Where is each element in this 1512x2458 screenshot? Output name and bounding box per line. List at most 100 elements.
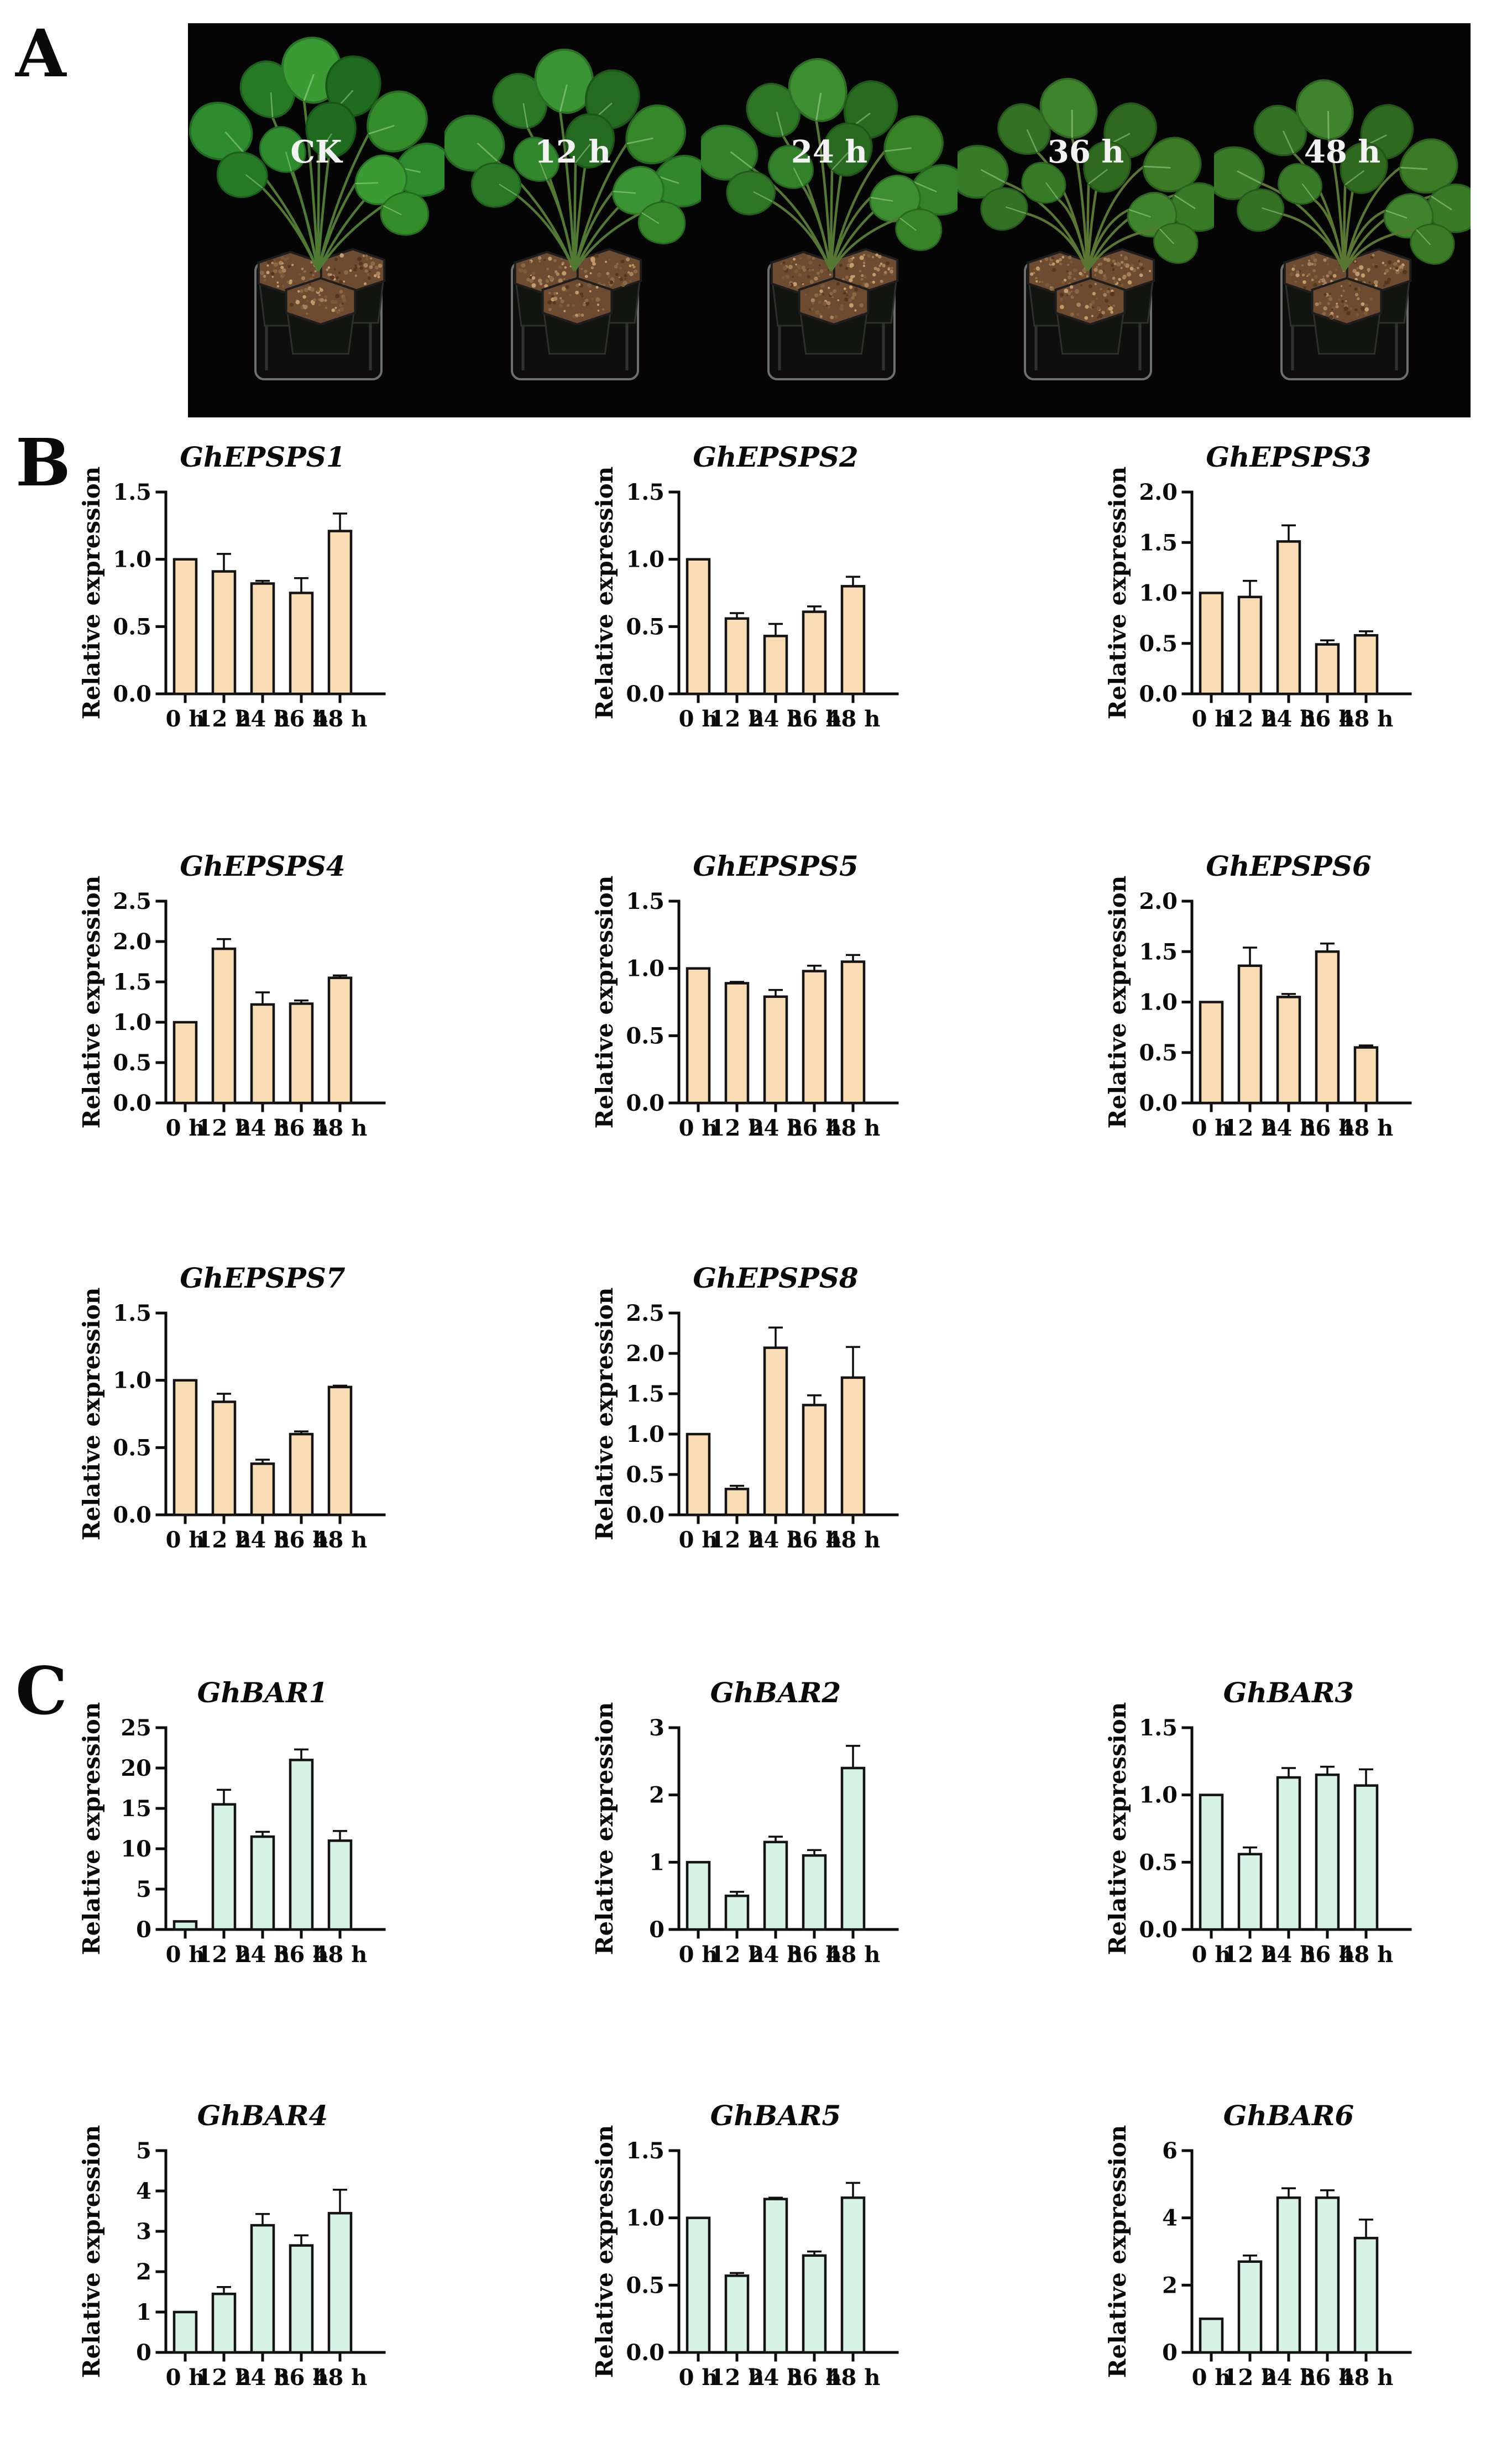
chart-title: GhEPSPS4 <box>180 850 345 882</box>
photo-panel-24h: 24 h <box>701 23 958 417</box>
error-bar <box>768 623 783 636</box>
bar-36h <box>1315 2196 1340 2354</box>
bar-36h <box>289 592 314 695</box>
x-tick-label: 36 h <box>787 1942 842 1968</box>
error-bar <box>255 991 270 1005</box>
y-axis-label: Relative expression <box>591 2125 618 2378</box>
x-tick-label: 24 h <box>236 1942 290 1968</box>
x-tick-label: 12 h <box>197 1527 252 1553</box>
chart-GhEPSPS8: GhEPSPS8 Relative expression 0.0 0.5 1.0 1.5 2… <box>590 1258 933 1578</box>
y-tick-label: 2 <box>649 1782 665 1808</box>
bar-48h <box>1353 634 1379 695</box>
x-tick-label: 36 h <box>1300 1942 1355 1968</box>
y-tick-label: 0.5 <box>1139 1849 1178 1875</box>
bar-48h <box>840 1766 866 1931</box>
x-tick-label: 12 h <box>710 1527 765 1553</box>
bar-48h <box>840 585 866 695</box>
error-bar <box>730 1891 744 1896</box>
x-tick-label: 12 h <box>1223 2365 1278 2391</box>
y-tick-label: 0.0 <box>626 1090 665 1116</box>
bar-12h <box>211 570 237 695</box>
x-tick-label: 24 h <box>236 1115 290 1141</box>
y-tick-label: 4 <box>1162 2205 1178 2231</box>
bar-24h <box>250 582 275 695</box>
bar-24h <box>763 635 788 695</box>
error-bar <box>294 1430 308 1434</box>
chart-svg-GhBAR2: GhBAR2 Relative expression 0 1 2 3 0 h12 h24 h… <box>591 1676 899 1968</box>
y-tick-label: 1.0 <box>626 956 665 982</box>
y-axis-label: Relative expression <box>591 467 618 720</box>
x-tick-label: 24 h <box>1262 1115 1316 1141</box>
error-bar <box>217 553 231 572</box>
bar-12h <box>724 617 750 695</box>
bar-12h <box>1237 1853 1263 1931</box>
error-bar <box>846 954 860 962</box>
chart-svg-GhBAR3: GhBAR3 Relative expression 0.0 0.5 1.0 1.5 0 h… <box>1104 1676 1412 1968</box>
bar-24h <box>250 1462 275 1516</box>
error-bar <box>255 1831 270 1837</box>
panel-c-label: C <box>15 1652 67 1729</box>
x-tick-label: 48 h <box>313 1115 368 1141</box>
x-tick-label: 12 h <box>1223 1942 1278 1968</box>
chart-title: GhEPSPS7 <box>180 1262 346 1294</box>
bar-0h <box>686 1432 711 1516</box>
error-bar <box>846 1745 860 1768</box>
error-bar <box>217 1788 231 1805</box>
x-tick-label: 12 h <box>197 706 252 732</box>
chart-svg-GhEPSPS1: GhEPSPS1 Relative expression 0.0 0.5 1.0 1.5 0… <box>78 441 386 732</box>
bar-12h <box>211 1803 237 1931</box>
chart-GhBAR1: GhBAR1 Relative expression 0 5 10 15 20 25 0 h 12… <box>77 1672 420 1993</box>
chart-svg-GhEPSPS2: GhEPSPS2 Relative expression 0.0 0.5 1.0 1.5 0… <box>591 441 899 732</box>
bar-36h <box>289 1759 314 1931</box>
y-axis-label: Relative expression <box>1104 1702 1131 1955</box>
bar-12h <box>211 2292 237 2354</box>
bar-24h <box>1276 996 1301 1105</box>
bar-48h <box>1353 2236 1379 2354</box>
y-tick-label: 0.0 <box>1139 1917 1178 1943</box>
error-bar <box>1281 2187 1296 2198</box>
x-tick-label: 24 h <box>236 2365 290 2391</box>
error-bar <box>255 1458 270 1464</box>
plant-photo-graphic: 36 h <box>958 23 1214 417</box>
y-tick-label: 0 <box>649 1917 665 1943</box>
error-bar <box>846 576 860 587</box>
plant-photo-graphic: 48 h <box>1214 23 1471 417</box>
bar-24h <box>763 1346 788 1516</box>
error-bar <box>333 1384 347 1387</box>
y-tick-label: 10 <box>121 1836 151 1862</box>
bar-12h <box>724 2274 750 2354</box>
y-tick-label: 1.5 <box>1139 1715 1178 1741</box>
chart-GhEPSPS6: GhEPSPS6 Relative expression 0.0 0.5 1.0 1.5 2… <box>1103 846 1446 1167</box>
y-axis-label: Relative expression <box>1104 2125 1131 2378</box>
bar-36h <box>1315 643 1340 695</box>
bar-48h <box>840 2196 866 2354</box>
chart-svg-GhBAR4: GhBAR4 Relative expression 0 1 2 3 4 5 0 h12 h24… <box>78 2099 386 2391</box>
error-bar <box>1243 1846 1257 1854</box>
bar-0h <box>1199 1793 1224 1931</box>
error-bar <box>1320 1765 1335 1775</box>
bar-0h <box>686 558 711 695</box>
error-bar <box>294 577 308 593</box>
bar-36h <box>802 2254 827 2354</box>
y-tick-label: 1 <box>136 2299 151 2325</box>
bar-24h <box>1276 540 1301 695</box>
y-tick-label: 1.0 <box>626 1421 665 1447</box>
chart-svg-GhBAR5: GhBAR5 Relative expression 0.0 0.5 1.0 1.5 0 h… <box>591 2099 899 2391</box>
y-tick-label: 1.0 <box>1139 990 1178 1016</box>
y-tick-label: 1.5 <box>113 479 151 505</box>
bar-36h <box>1315 950 1340 1105</box>
y-tick-label: 0.5 <box>626 614 665 640</box>
bar-24h <box>250 1003 275 1105</box>
photo-label: 48 h <box>1304 134 1380 170</box>
y-axis-label: Relative expression <box>591 1702 618 1955</box>
y-axis-label: Relative expression <box>591 876 618 1129</box>
x-tick-label: 36 h <box>787 1527 842 1553</box>
y-tick-label: 2.0 <box>1139 888 1178 914</box>
chart-title: GhBAR2 <box>710 1676 841 1709</box>
error-bar <box>1320 942 1335 952</box>
error-bar <box>768 1326 783 1348</box>
error-bar <box>1359 1044 1373 1048</box>
x-tick-label: 48 h <box>1339 1115 1394 1141</box>
y-tick-label: 6 <box>1162 2138 1178 2164</box>
error-bar <box>1243 2255 1257 2262</box>
